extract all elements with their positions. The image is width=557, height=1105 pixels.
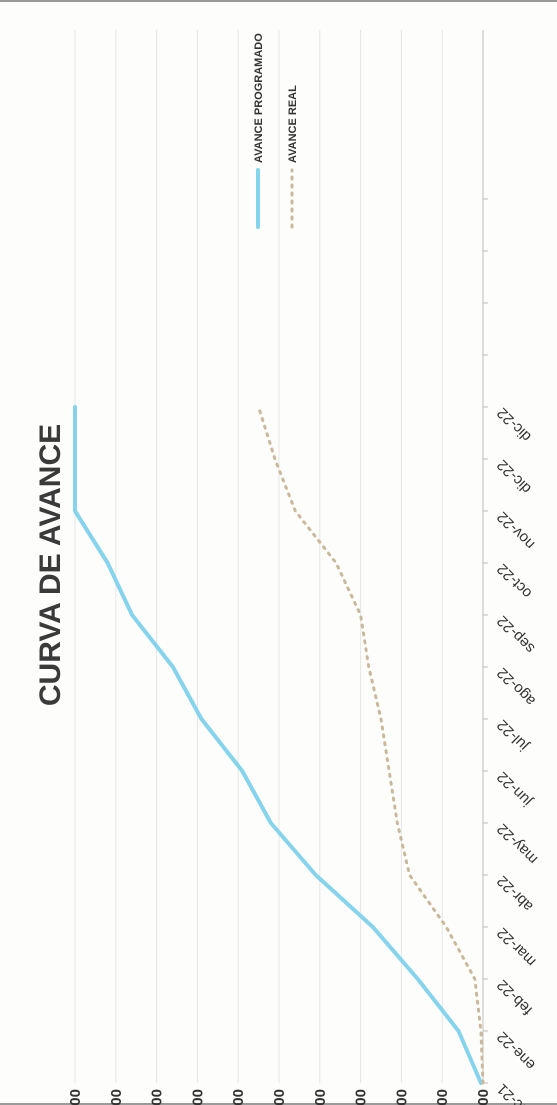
y-tick-label: 50,00 [271,1089,288,1105]
y-axis-tick-labels: 0,00 10,00 20,00 30,00 40,00 50,00 60,00 70,00 8… [67,1089,492,1105]
x-tick-label: ago-22 [494,664,539,709]
x-tick-label: jul-22 [494,716,533,755]
top-border [0,0,557,2]
y-tick-label: 90,00 [108,1089,125,1105]
x-tick-label: dic-22 [494,456,535,497]
x-tick-label: ene-22 [494,1028,539,1073]
y-tick-label: 0,00 [475,1089,492,1105]
gridlines [74,30,484,1083]
x-tick-label: jun-22 [494,768,536,810]
legend-label: AVANCE REAL [287,85,299,163]
y-tick-label: 80,00 [149,1089,166,1105]
series-line-1 [73,405,483,1085]
x-tick-label: feb-22 [494,976,536,1018]
y-tick-label: 20,00 [393,1089,410,1105]
x-tick-label: may-22 [494,820,541,867]
y-tick-label: 30,00 [353,1089,370,1105]
x-tick-label: dic-21 [494,1080,535,1105]
y-tick-label: 60,00 [230,1089,247,1105]
series-lines [73,405,485,1085]
x-tick-label: oct-22 [494,560,536,602]
legend-label: AVANCE PROGRAMADO [253,33,265,163]
x-axis-tick-labels: dic-21 ene-22 feb-22 mar-22 abr-22 may-22 jun-… [483,198,541,1105]
x-tick-label: mar-22 [494,924,540,970]
legend: AVANCE PROGRAMADO AVANCE REAL [253,33,299,229]
series-line-2 [257,405,485,1085]
bottom-border [0,1103,557,1105]
x-tick-label: nov-22 [494,508,538,552]
y-tick-label: 10,00 [434,1089,451,1105]
x-tick-label: abr-22 [494,872,537,915]
y-tick-label: 70,00 [189,1089,206,1105]
y-tick-label: 100,00 [67,1089,84,1105]
chart-title: CURVA DE AVANCE [34,424,67,706]
y-tick-label: 40,00 [312,1089,329,1105]
x-tick-label: sep-22 [494,612,538,656]
x-tick-label: dic-22 [494,404,535,445]
